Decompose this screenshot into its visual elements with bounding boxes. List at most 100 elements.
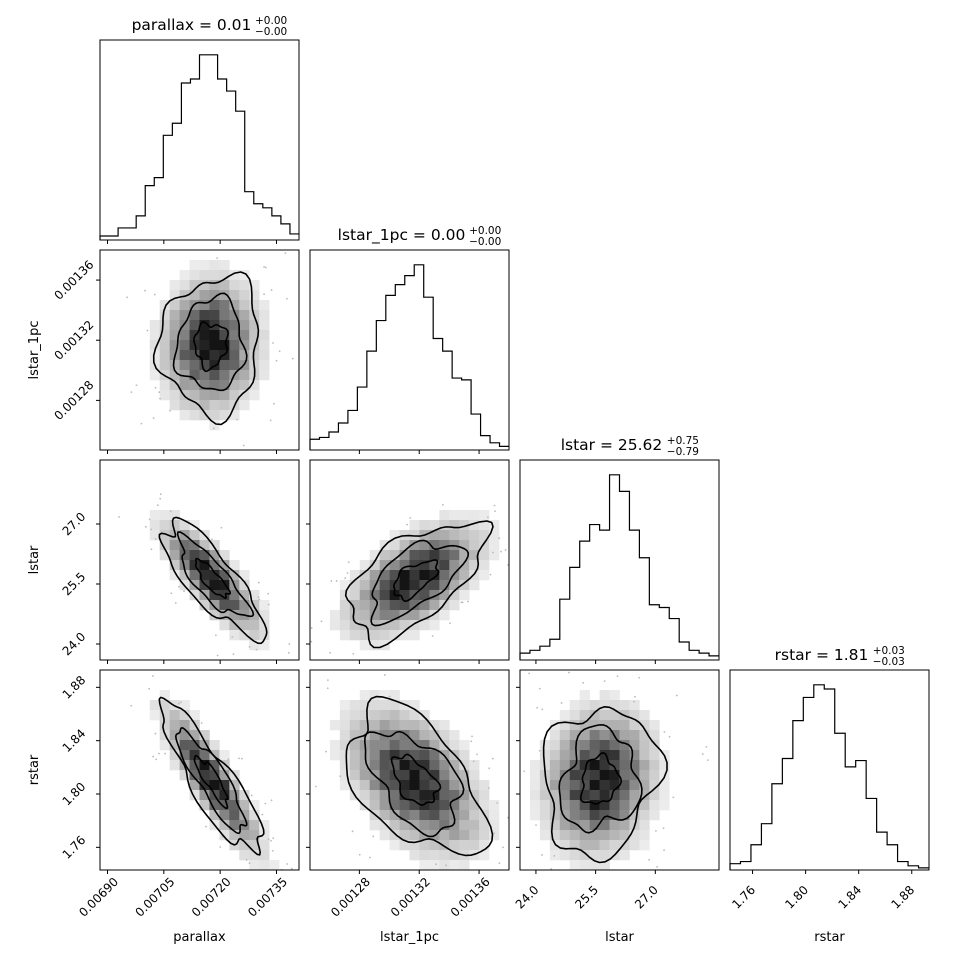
sample-point (504, 549, 507, 551)
density-cell (589, 740, 600, 751)
contour-level-1 (194, 557, 231, 599)
density-cell (549, 810, 561, 821)
density-cell (179, 750, 190, 761)
sample-point (342, 677, 344, 679)
density-cell (409, 610, 420, 621)
density-cell (449, 580, 460, 591)
density-cell (169, 730, 180, 741)
density-cell (529, 760, 541, 771)
sample-point (264, 266, 267, 269)
density-cell (419, 740, 430, 751)
density-cell (229, 340, 240, 351)
density-cell (639, 790, 650, 801)
density-cell (209, 540, 220, 551)
density-cell (349, 770, 361, 781)
density-cell (199, 390, 210, 401)
density-cell (419, 610, 430, 621)
sample-point (255, 648, 258, 651)
joint-content (523, 671, 709, 870)
density-cell (329, 750, 341, 761)
density-cell (459, 760, 470, 771)
x-tick-label: 0.00132 (388, 875, 433, 920)
density-cell (409, 550, 420, 561)
joint-panel-lstar-rstar (516, 669, 720, 874)
density-cell (419, 790, 430, 801)
density-cell (169, 320, 180, 331)
density-cell (209, 270, 220, 281)
density-cell (529, 810, 541, 821)
sample-point (488, 767, 491, 770)
density-cell (489, 810, 500, 821)
density-cell (439, 790, 450, 801)
density-cell (559, 720, 571, 731)
density-cell (229, 270, 240, 281)
density-cell (209, 800, 220, 811)
density-cell (379, 610, 390, 621)
density-cell (169, 370, 180, 381)
density-cell (239, 620, 250, 631)
density-cell (489, 540, 500, 551)
density-cell (569, 740, 580, 751)
density-cell (369, 570, 380, 581)
density-cell (389, 540, 400, 551)
density-cell (339, 760, 351, 771)
density-cell (469, 850, 480, 861)
density-cell (369, 550, 380, 561)
density-cell (359, 800, 370, 811)
sample-point (170, 592, 173, 595)
density-cell (199, 560, 210, 571)
density-cell (219, 290, 230, 301)
sample-point (553, 854, 556, 857)
sample-point (431, 635, 434, 637)
density-cell (179, 290, 190, 301)
density-cell (179, 350, 190, 361)
density-cell (479, 820, 490, 831)
density-cell (349, 580, 361, 591)
sample-point (536, 706, 539, 709)
density-cell (209, 370, 220, 381)
density-cell (569, 790, 580, 801)
density-cell (159, 300, 170, 311)
density-cell (579, 800, 590, 811)
density-cell (379, 700, 390, 711)
density-cell (179, 370, 190, 381)
density-cell (249, 830, 260, 841)
density-cell (219, 770, 230, 781)
density-cell (409, 820, 420, 831)
density-cell (389, 740, 400, 751)
joint-content (310, 503, 509, 679)
density-cell (399, 630, 410, 641)
y-tick-label: 24.0 (60, 630, 89, 659)
sample-point (538, 749, 541, 752)
density-cell (439, 770, 450, 781)
sample-point (153, 293, 156, 296)
density-cell (259, 840, 270, 851)
density-cell (459, 590, 470, 601)
sample-point (278, 350, 281, 353)
sample-point (287, 652, 290, 654)
title-upper-error: +0.75 (667, 435, 699, 447)
sample-point (701, 753, 704, 756)
density-cell (199, 320, 210, 331)
sample-point (616, 675, 619, 678)
density-cell (359, 780, 370, 791)
density-cell (629, 840, 640, 851)
sample-point (159, 397, 161, 400)
panel-title-lstar: lstar = 25.62 (561, 436, 663, 454)
density-cell (199, 260, 210, 271)
density-cell (459, 580, 470, 591)
sample-point (311, 351, 313, 353)
sample-point (272, 872, 274, 874)
density-cell (479, 800, 490, 811)
sample-point (383, 674, 386, 676)
density-cell (239, 630, 250, 641)
density-cell (419, 800, 430, 811)
density-cell (229, 590, 240, 601)
density-cell (569, 770, 580, 781)
sample-point (216, 654, 219, 657)
density-cell (649, 790, 660, 801)
sample-point (406, 523, 409, 526)
density-cell (419, 550, 430, 561)
sample-point (325, 750, 327, 753)
density-cell (379, 600, 390, 611)
